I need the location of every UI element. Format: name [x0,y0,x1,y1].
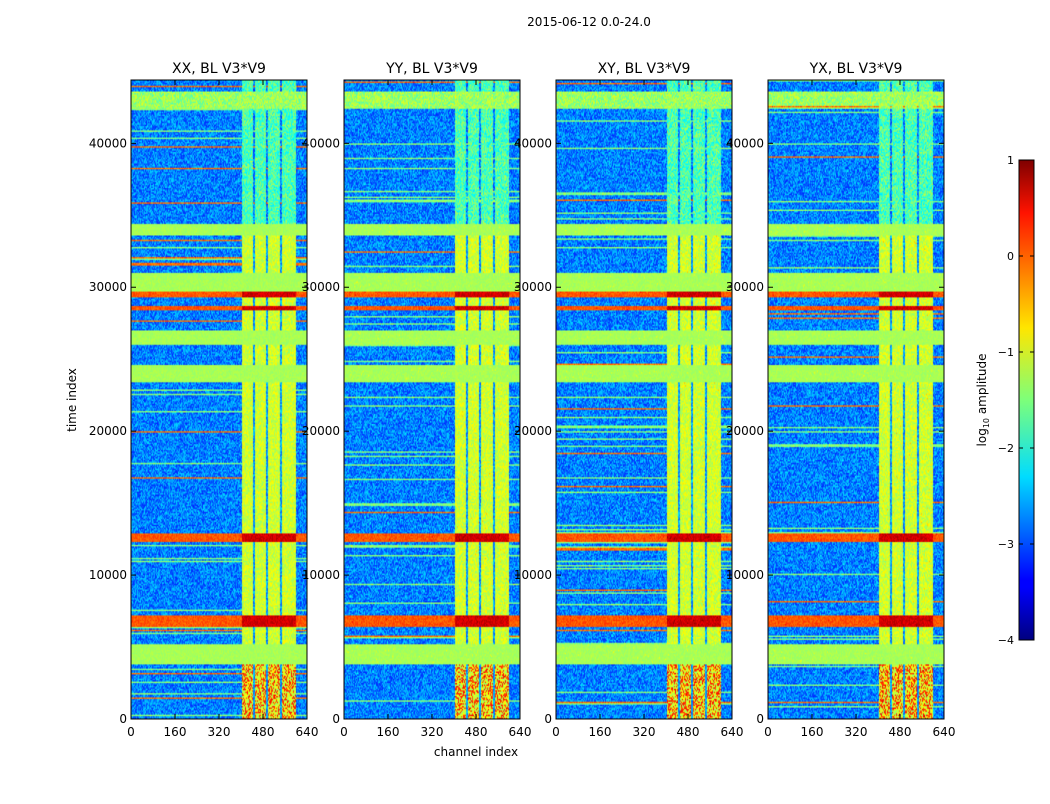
x-tick-label: 480 [889,725,912,739]
x-tick-label: 640 [296,725,319,739]
colorbar-label: log10 amplitude [975,354,991,447]
y-tick-label: 40000 [726,136,764,150]
x-tick-label: 160 [801,725,824,739]
panel-title: YX, BL V3*V9 [809,61,903,77]
panel-0: XX, BL V3*V9 0 160 320 480 640 0 10000 20000 3000… [89,61,319,739]
x-tick-label: 320 [845,725,868,739]
y-tick-label: 0 [756,712,764,726]
y-tick-label: 20000 [89,424,127,438]
heatmap-image [556,80,732,719]
heatmap-image [344,80,520,719]
panel-2: XY, BL V3*V9 0 160 320 480 640 0 10000 20000 3000… [514,61,744,739]
x-tick-label: 160 [589,725,612,739]
heatmap-image [768,80,944,719]
x-tick-label: 320 [208,725,231,739]
x-tick-label: 640 [509,725,532,739]
x-tick-label: 320 [421,725,444,739]
y-tick-label: 0 [119,712,127,726]
x-tick-label: 640 [721,725,744,739]
y-tick-label: 30000 [726,280,764,294]
x-tick-label: 480 [677,725,700,739]
x-tick-label: 0 [552,725,560,739]
y-tick-label: 20000 [726,424,764,438]
x-tick-label: 0 [764,725,772,739]
y-tick-label: 0 [544,712,552,726]
y-tick-label: 10000 [89,568,127,582]
x-tick-label: 0 [127,725,135,739]
y-tick-label: 0 [332,712,340,726]
y-tick-label: 20000 [514,424,552,438]
y-axis-label: time index [65,368,79,432]
y-tick-label: 10000 [726,568,764,582]
x-tick-label: 640 [933,725,956,739]
y-tick-label: 20000 [302,424,340,438]
colorbar-tick-label: 1 [1007,154,1014,167]
panel-1: YY, BL V3*V9 0 160 320 480 640 0 10000 20000 3000… [302,61,532,739]
y-tick-label: 40000 [514,136,552,150]
panel-3: YX, BL V3*V9 0 160 320 480 640 0 10000 20000 3000… [726,61,956,739]
y-tick-label: 40000 [89,136,127,150]
figure-suptitle: 2015-06-12 0.0-24.0 [527,15,651,29]
panel-title: XX, BL V3*V9 [172,61,266,77]
y-tick-label: 30000 [89,280,127,294]
x-tick-label: 480 [465,725,488,739]
colorbar-tick-label: −4 [998,634,1014,647]
colorbar-tick-label: 0 [1007,250,1014,263]
colorbar-tick-label: −3 [998,538,1014,551]
x-tick-label: 0 [340,725,348,739]
x-tick-label: 320 [633,725,656,739]
panel-title: XY, BL V3*V9 [598,61,691,77]
panel-title: YY, BL V3*V9 [385,61,478,77]
colorbar-gradient [1018,159,1035,641]
colorbar-ticks: −4 −3 −2 −1 0 1 [998,154,1034,647]
x-tick-label: 160 [164,725,187,739]
colorbar-tick-label: −2 [998,442,1014,455]
colorbar: −4 −3 −2 −1 0 1 log10 amplitude [975,154,1035,647]
y-tick-label: 30000 [514,280,552,294]
y-tick-label: 10000 [514,568,552,582]
x-tick-label: 160 [377,725,400,739]
panels-group: XX, BL V3*V9 0 160 320 480 640 0 10000 20000 3000… [89,61,956,739]
colorbar-tick-label: −1 [998,346,1014,359]
y-tick-label: 40000 [302,136,340,150]
heatmap-image [131,80,307,719]
y-tick-label: 10000 [302,568,340,582]
x-axis-label: channel index [434,745,518,759]
y-tick-label: 30000 [302,280,340,294]
x-tick-label: 480 [252,725,275,739]
